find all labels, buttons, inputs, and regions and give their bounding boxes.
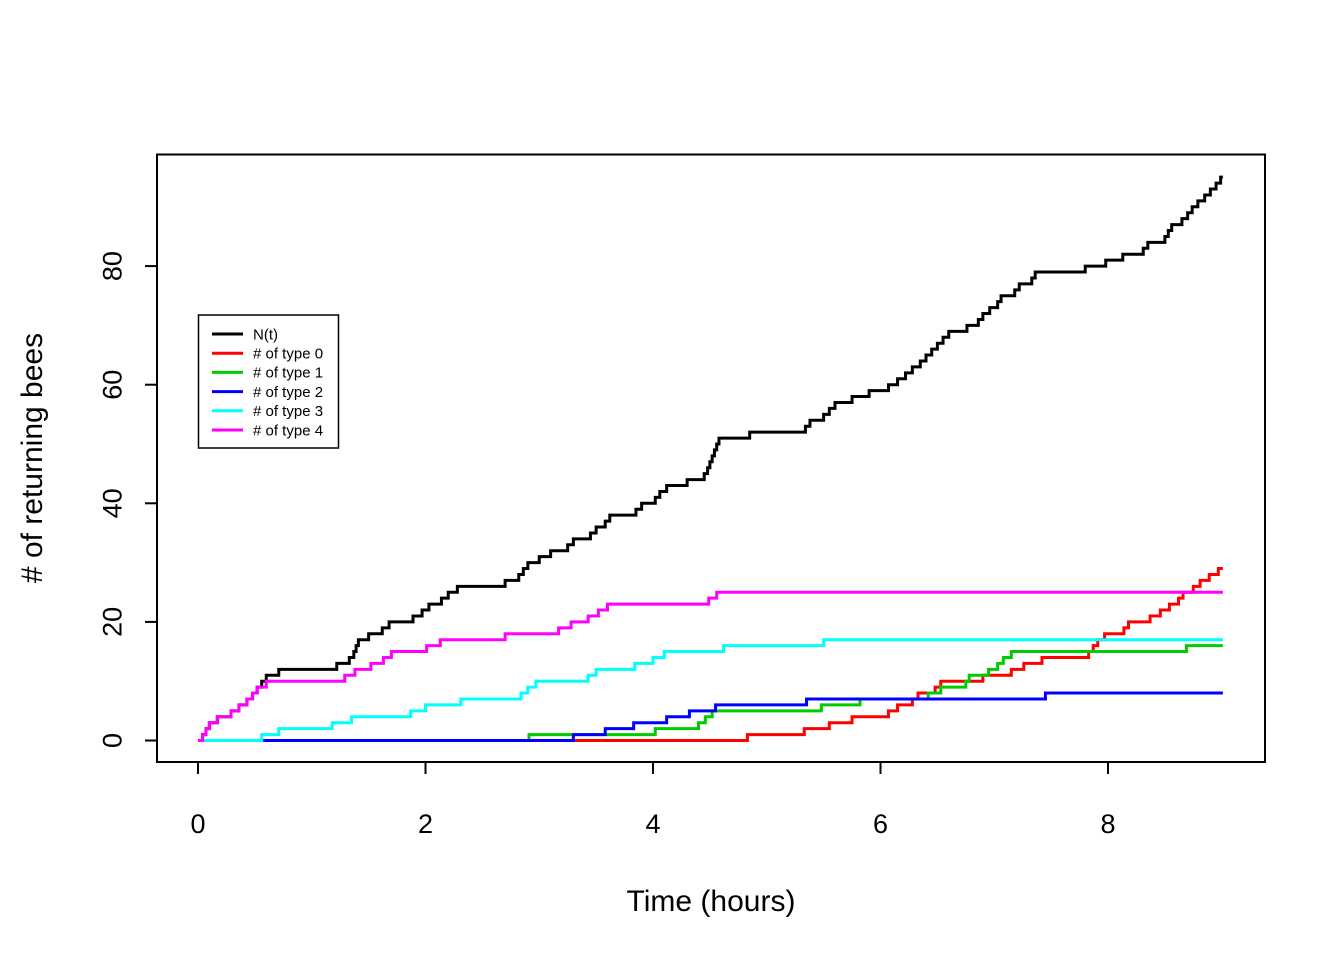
y-tick-label: 80 <box>97 251 127 281</box>
legend-entry-label: # of type 0 <box>253 345 323 362</box>
y-axis-title: # of returning bees <box>16 333 49 583</box>
data-series-lines <box>198 175 1223 742</box>
legend-entry-label: # of type 1 <box>253 365 323 382</box>
x-tick-label: 8 <box>1100 809 1115 839</box>
series-line-3-type <box>198 691 1223 742</box>
series-line-4-type <box>198 638 1223 742</box>
y-axis-ticks: 0 20 40 60 80 <box>97 251 157 748</box>
x-tick-label: 0 <box>190 809 205 839</box>
x-tick-label: 4 <box>645 809 660 839</box>
series-line-0-total <box>198 175 1223 742</box>
plot-border-box <box>156 153 1266 763</box>
y-tick-label: 0 <box>97 733 127 748</box>
series-line-1-type <box>198 567 1223 742</box>
legend-entry-label: # of type 2 <box>253 384 323 401</box>
series-line-5-type <box>198 590 1223 742</box>
y-tick-label: 20 <box>97 607 127 637</box>
x-axis-title: Time (hours) <box>627 885 796 918</box>
series-line-2-type <box>198 644 1223 742</box>
legend-entry-label: # of type 4 <box>253 422 323 439</box>
legend-entry-label: # of type 3 <box>253 403 323 420</box>
y-tick-label: 40 <box>97 488 127 518</box>
x-tick-label: 6 <box>873 809 888 839</box>
x-axis-ticks: 0 2 4 6 8 <box>190 762 1116 839</box>
y-tick-label: 60 <box>97 370 127 400</box>
legend-entry-label: N(t) <box>253 326 278 343</box>
x-tick-label: 2 <box>418 809 433 839</box>
legend-border <box>197 314 340 449</box>
legend-box: N(t) # of type 0 # of type 1 # of type 2 # o… <box>197 314 340 449</box>
